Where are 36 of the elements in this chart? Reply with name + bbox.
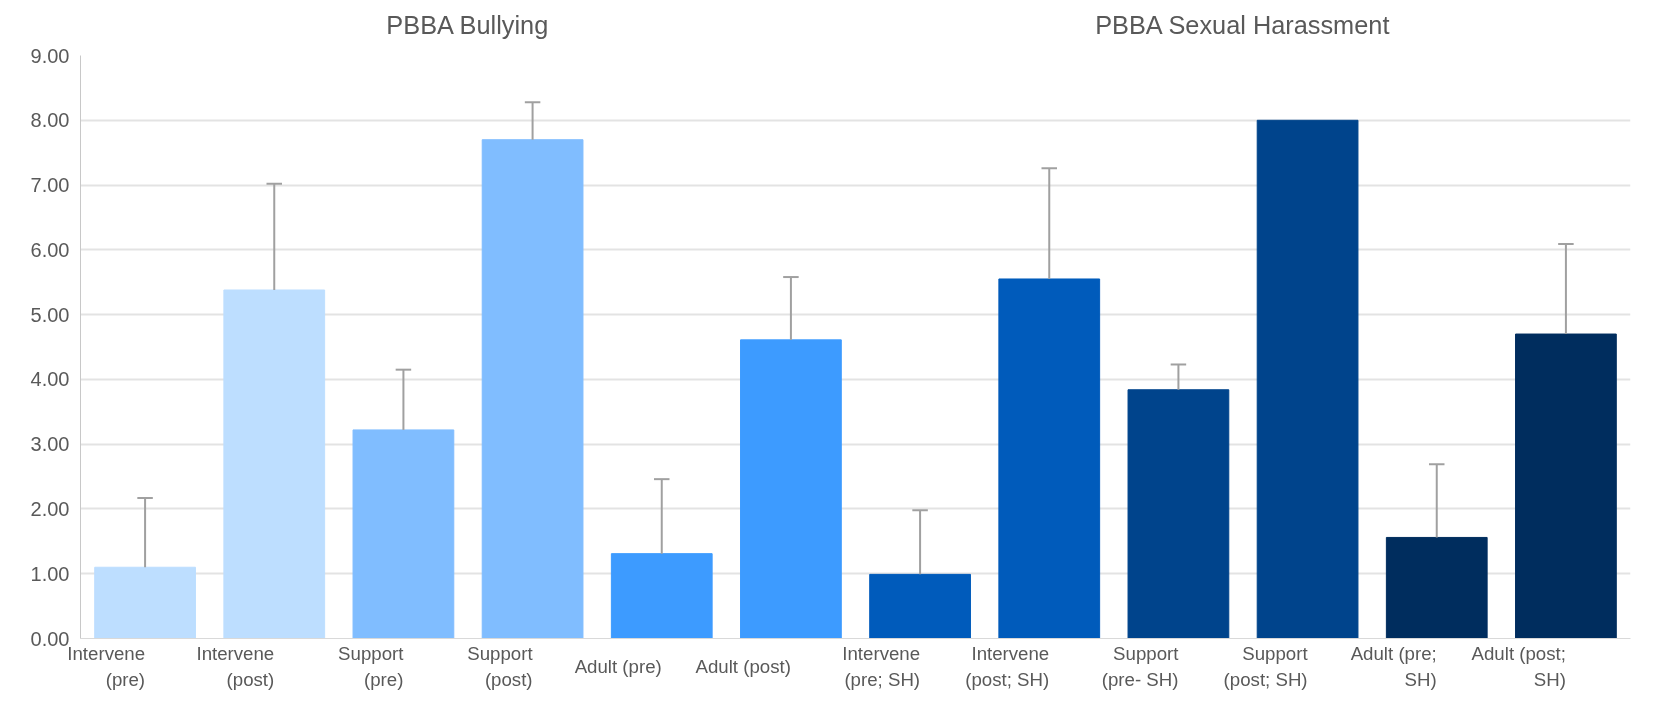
bar bbox=[610, 553, 713, 639]
x-tick-label: Support (pre- SH) bbox=[1101, 643, 1180, 690]
bar bbox=[1385, 536, 1488, 639]
bar bbox=[869, 573, 971, 639]
y-tick-label: 9.00 bbox=[30, 44, 70, 67]
y-tick-label: 8.00 bbox=[30, 109, 70, 132]
x-tick-label: Support (post) bbox=[467, 643, 534, 690]
y-tick-label: 5.00 bbox=[30, 303, 70, 326]
x-tick-label: Support (pre) bbox=[338, 643, 405, 690]
y-tick-label: 4.00 bbox=[30, 368, 70, 391]
y-tick-label: 1.00 bbox=[30, 562, 70, 585]
text: PBBA Bullying bbox=[386, 10, 549, 39]
bar bbox=[740, 339, 842, 639]
x-tick-label: Adult (post) bbox=[695, 656, 791, 677]
bar bbox=[223, 289, 326, 639]
bar bbox=[1256, 119, 1359, 639]
x-tick-label: Intervene (pre; SH) bbox=[842, 643, 921, 690]
y-tick-label: 7.00 bbox=[30, 174, 70, 197]
x-tick-label: Adult (pre) bbox=[574, 656, 662, 677]
bar bbox=[1515, 333, 1617, 639]
bar bbox=[481, 139, 584, 639]
x-tick-label: Adult (pre; SH) bbox=[1350, 643, 1437, 690]
y-tick-label: 2.00 bbox=[30, 497, 70, 520]
bar bbox=[352, 429, 455, 639]
bar bbox=[998, 278, 1101, 639]
y-tick-label: 3.00 bbox=[30, 433, 70, 456]
y-tick-label: 6.00 bbox=[30, 238, 70, 261]
bar bbox=[94, 566, 196, 639]
bar bbox=[1127, 389, 1230, 639]
x-tick-label: Intervene (post) bbox=[196, 643, 275, 690]
x-tick-label: Support (post; SH) bbox=[1223, 643, 1309, 690]
x-tick-label: Intervene (pre) bbox=[67, 643, 146, 690]
y-tick-label: 0.00 bbox=[30, 627, 70, 650]
text: PBBA Sexual Harassment bbox=[1095, 10, 1390, 39]
x-tick-label: Intervene (post; SH) bbox=[965, 643, 1050, 690]
x-tick-label: Adult (post; SH) bbox=[1471, 643, 1566, 690]
